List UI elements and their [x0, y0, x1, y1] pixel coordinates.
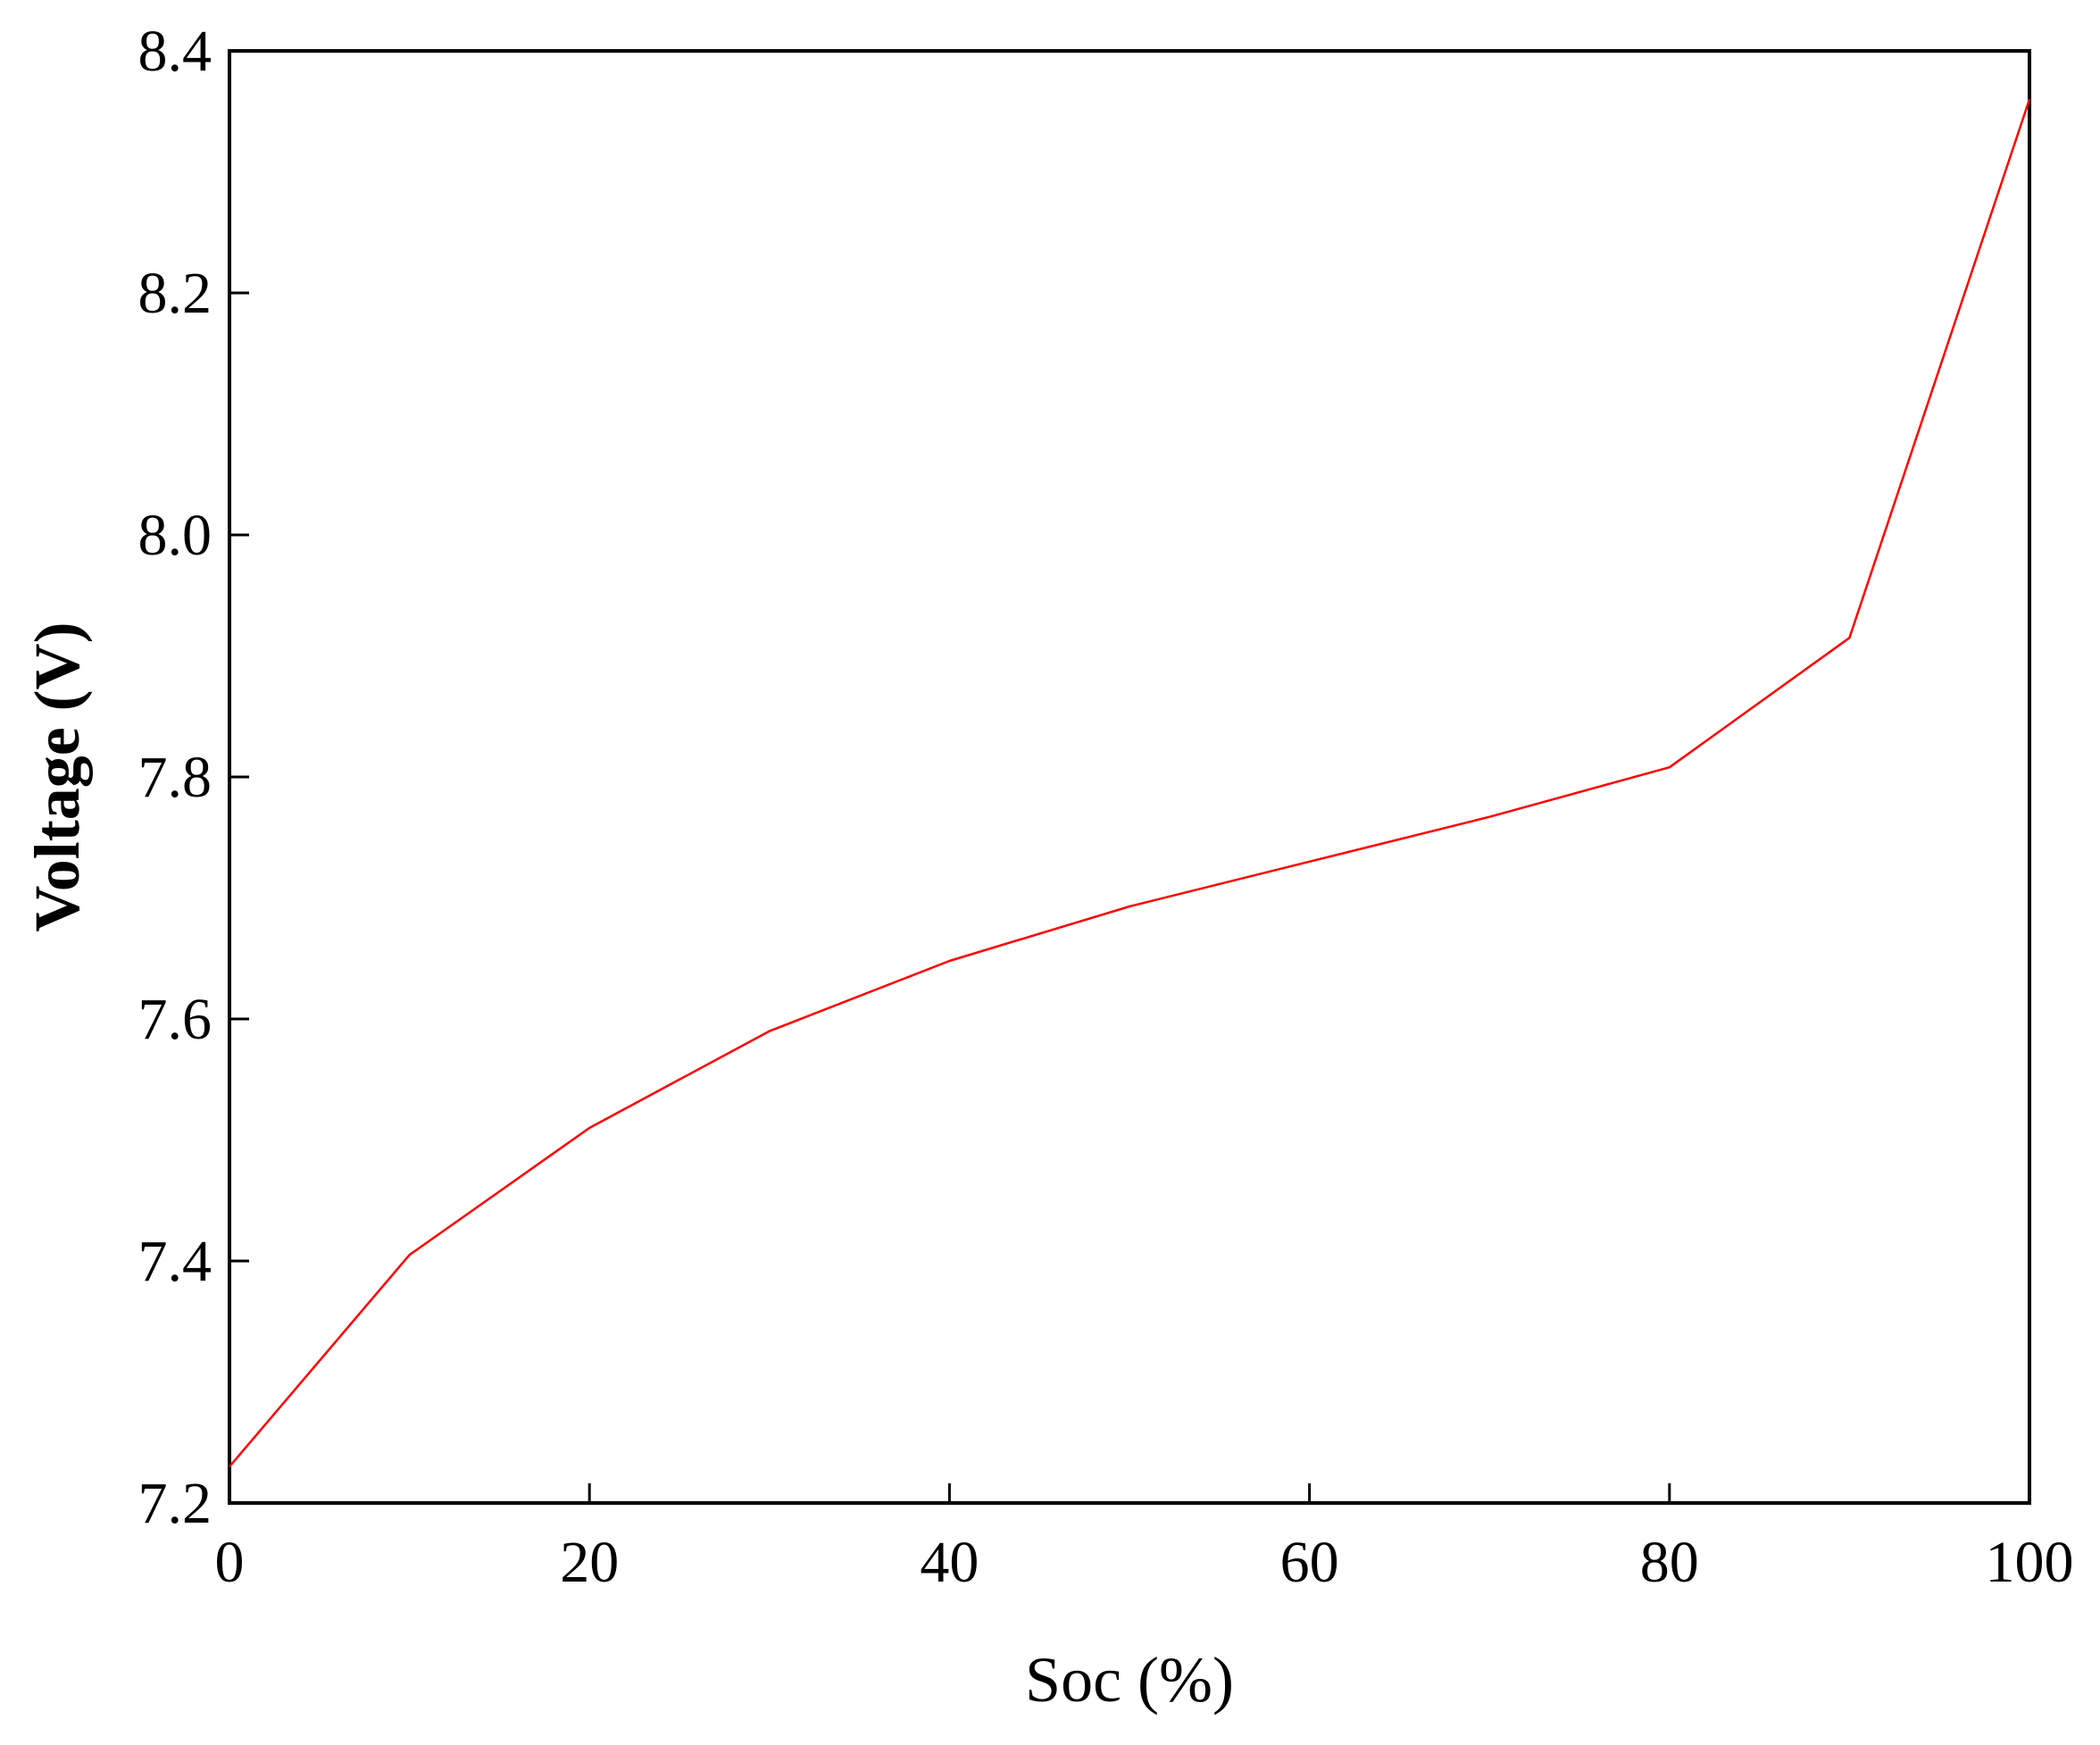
- y-tick-label: 7.6: [138, 987, 212, 1052]
- x-axis-title: Soc (%): [1025, 1644, 1234, 1716]
- x-tick-label: 0: [215, 1530, 245, 1595]
- x-tick-label: 40: [920, 1530, 979, 1595]
- series-group: [229, 98, 2031, 1468]
- y-tick-label: 8.2: [138, 261, 212, 326]
- y-tick-label: 7.4: [138, 1229, 212, 1294]
- x-tick-label: 100: [1986, 1530, 2074, 1595]
- x-tick-label: 80: [1640, 1530, 1699, 1595]
- y-tick-label: 7.2: [138, 1471, 212, 1536]
- series-line: [229, 98, 2031, 1468]
- y-tick-label: 7.8: [138, 745, 212, 810]
- y-tick-label: 8.4: [138, 19, 212, 84]
- plot-frame: [228, 49, 2031, 1505]
- y-axis-title: Voltage (V): [21, 622, 93, 931]
- axes-group: [228, 49, 2031, 1505]
- y-tick-label: 8.0: [138, 503, 212, 568]
- x-tick-label: 20: [560, 1530, 619, 1595]
- x-tick-label: 60: [1280, 1530, 1339, 1595]
- labels-group: Soc (%) Voltage (V) 0 20 40 60 80 100 7.2 7.4 7.…: [21, 19, 2074, 1716]
